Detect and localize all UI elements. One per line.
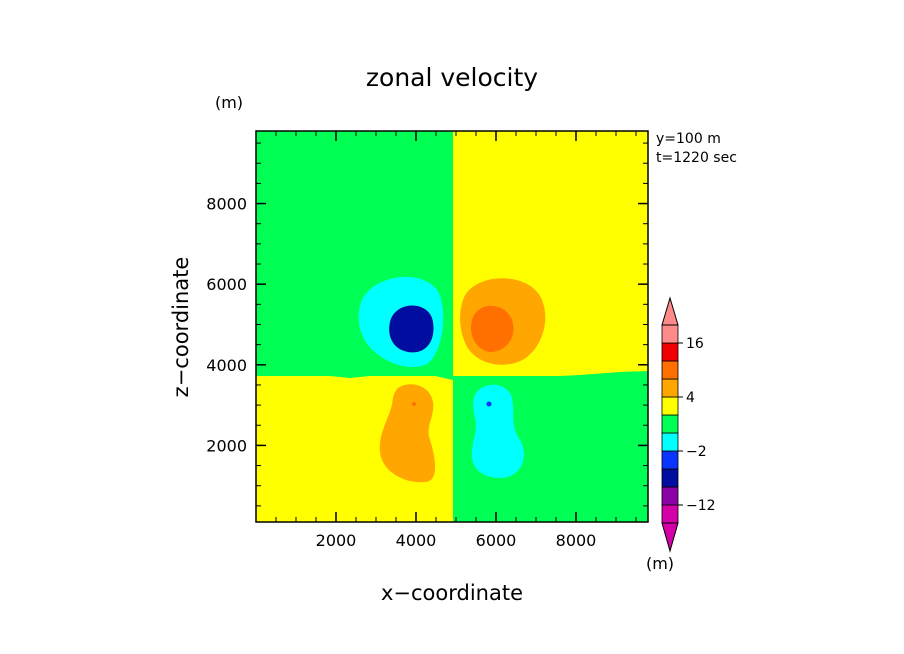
colorbar-label: 16: [686, 336, 704, 352]
colorbar-label: −2: [686, 444, 707, 460]
y-tick-labels: 2000 4000 6000 8000: [206, 195, 247, 456]
colorbar-bottom-triangle: [661, 522, 679, 553]
x-major-ticks: [335, 131, 577, 522]
y-tick-label: 4000: [206, 356, 247, 375]
colorbar-unit: (m): [646, 554, 674, 573]
colorbar-top-triangle: [661, 296, 679, 326]
plot-frame: [255, 130, 649, 523]
x-tick-label: 6000: [476, 531, 517, 550]
lobe-lower-right-dot: [486, 401, 492, 407]
chart-title: zonal velocity: [366, 63, 538, 92]
lobe-lower-left: [379, 384, 436, 483]
colorbar-segment: [661, 504, 679, 524]
colorbar-segment: [661, 378, 679, 398]
annotation-y: y=100 m: [656, 131, 721, 147]
y-major-ticks: [256, 202, 648, 447]
colorbar-segment: [661, 360, 679, 380]
colorbar-ticks: [678, 342, 683, 506]
x-tick-labels: 2000 4000 6000 8000: [316, 531, 597, 550]
lobe-lower-right: [471, 384, 524, 478]
colorbar-segments: [661, 324, 679, 524]
x-axis-label: x−coordinate: [381, 581, 523, 605]
y-tick-label: 6000: [206, 275, 247, 294]
colorbar: 16 4 −2 −12 (m): [646, 296, 716, 573]
colorbar-segment: [661, 324, 679, 344]
lobe-lower-left-dot: [412, 402, 416, 406]
region-boundary-lower-right: [453, 371, 648, 388]
colorbar-segment: [661, 432, 679, 452]
colorbar-segment: [661, 396, 679, 416]
plot-area: [256, 131, 648, 522]
colorbar-label: 4: [686, 390, 695, 406]
region-boundary-lower-left: [256, 371, 453, 380]
colorbar-segment: [661, 414, 679, 434]
colorbar-label: −12: [686, 498, 716, 514]
colorbar-segment: [661, 468, 679, 488]
colorbar-segment: [661, 486, 679, 506]
y-axis-label: z−coordinate: [169, 257, 193, 398]
colorbar-segment: [661, 450, 679, 470]
vortex-upper-left-inner: [389, 305, 434, 353]
vortex-upper-right-inner: [470, 305, 514, 352]
colorbar-labels: 16 4 −2 −12: [686, 336, 716, 514]
y-tick-label: 2000: [206, 436, 247, 455]
y-unit-label: (m): [215, 93, 243, 112]
x-tick-label: 8000: [556, 531, 597, 550]
x-tick-label: 2000: [316, 531, 357, 550]
annotation-t: t=1220 sec: [656, 150, 737, 166]
x-tick-label: 4000: [396, 531, 437, 550]
colorbar-segment: [661, 342, 679, 362]
y-tick-label: 8000: [206, 195, 247, 214]
